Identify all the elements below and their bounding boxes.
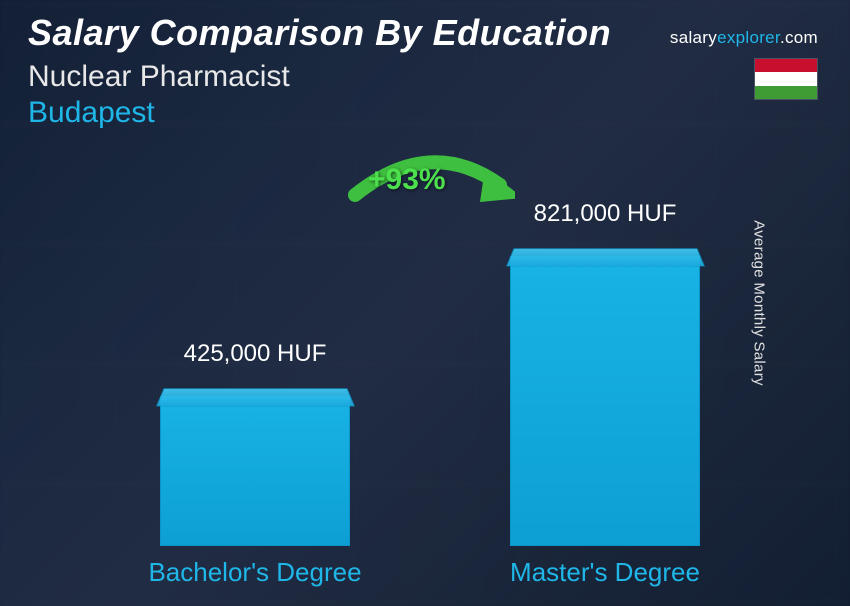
page-title: Salary Comparison By Education <box>28 12 700 54</box>
brand-logo: salaryexplorer.com <box>670 28 818 48</box>
bar-value-label-1: 821,000 HUF <box>495 200 715 228</box>
bar-value-label-0: 425,000 HUF <box>145 340 365 368</box>
city-name: Budapest <box>28 96 700 130</box>
job-title: Nuclear Pharmacist <box>28 60 700 94</box>
percent-increase-label: +93% <box>368 163 446 197</box>
country-flag <box>754 58 818 100</box>
bar-0 <box>160 396 350 546</box>
flag-stripe-2 <box>755 86 817 99</box>
brand-part1: salary <box>670 28 717 47</box>
bar-1 <box>510 256 700 546</box>
brand-part2: explorer <box>717 28 780 47</box>
flag-stripe-1 <box>755 72 817 85</box>
bar-category-label-1: Master's Degree <box>475 557 735 588</box>
bar-category-label-0: Bachelor's Degree <box>125 557 385 588</box>
flag-stripe-0 <box>755 59 817 72</box>
brand-part3: .com <box>780 28 818 47</box>
header: Salary Comparison By Education Nuclear P… <box>28 12 700 130</box>
